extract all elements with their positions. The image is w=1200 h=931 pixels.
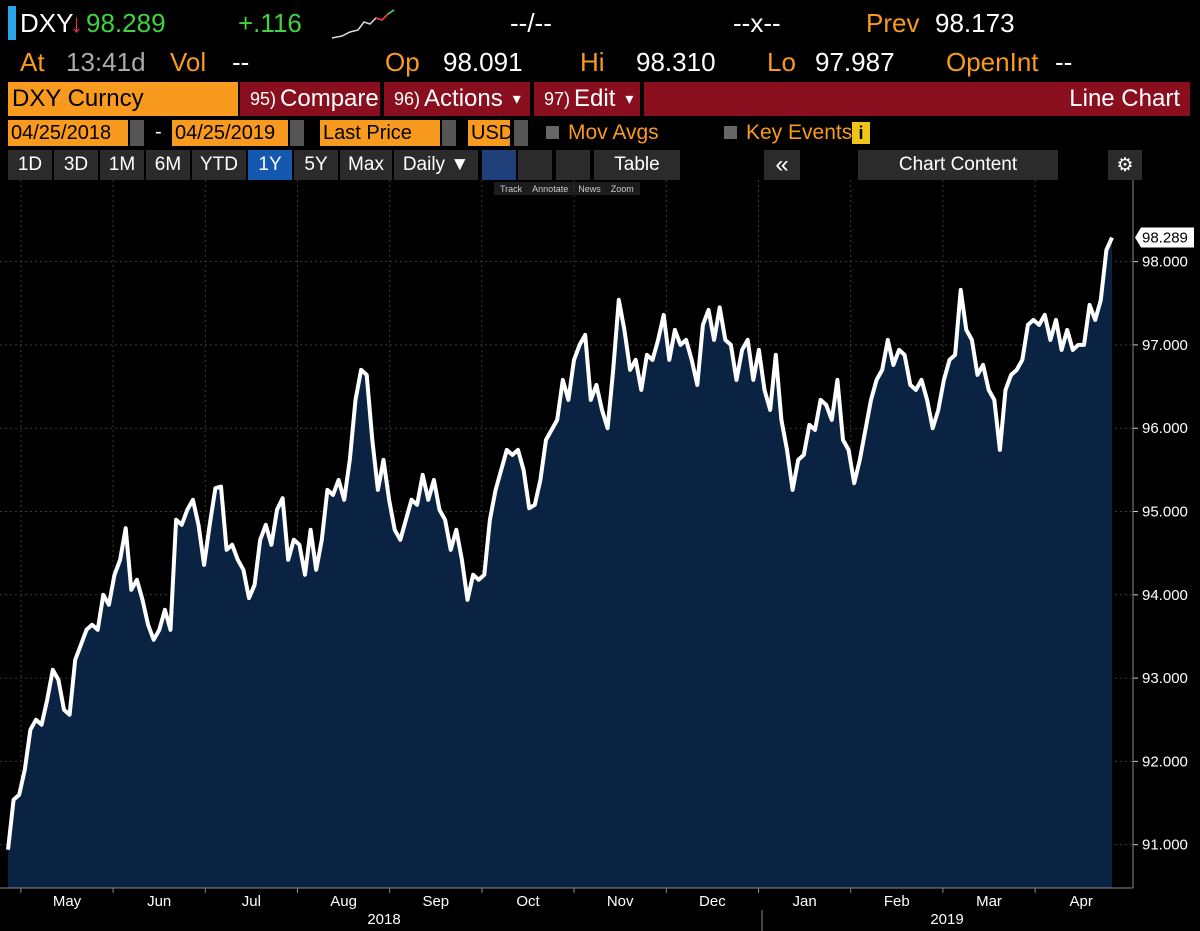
y-tick-label: 96.000 [1142, 420, 1188, 437]
menu-item[interactable]: 95) Compare [240, 82, 380, 116]
table-button[interactable]: Table [594, 150, 680, 180]
tool[interactable]: Annotate [532, 183, 569, 194]
range-button[interactable]: 5Y [294, 150, 338, 180]
dropdown-arrow: ▾ [512, 91, 521, 108]
line-icon[interactable] [482, 150, 516, 180]
x-tick-label: Jan [793, 893, 817, 910]
menu-item[interactable]: 97) Edit ▾ [534, 82, 640, 116]
x-tick-label: Jun [147, 893, 171, 910]
open-label: Op [385, 47, 420, 77]
vol: -- [232, 47, 250, 77]
field-select[interactable]: Last Price [320, 120, 440, 146]
axis-panel [1133, 180, 1200, 888]
high-label: Hi [580, 47, 605, 77]
chart-content[interactable]: Chart Content [858, 150, 1058, 180]
x-tick-label: Oct [516, 893, 540, 910]
tool-strip: Track Annotate News Zoom [494, 182, 640, 195]
x-tick-label: Apr [1070, 893, 1093, 910]
dropdown-arrow: ▾ [625, 91, 634, 108]
change: +.116 [238, 8, 302, 38]
more-dropdown[interactable] [556, 150, 590, 180]
time-range: --/-- [510, 8, 552, 38]
y-tick-label: 95.000 [1142, 503, 1188, 520]
year-label: 2018 [367, 911, 400, 928]
bar-icon[interactable] [518, 150, 552, 180]
line [6, 236, 1114, 850]
oi-label: OpenInt [946, 47, 1039, 77]
range-button[interactable]: YTD [192, 150, 246, 180]
price: 98.289 [86, 8, 166, 38]
y-tick-label: 94.000 [1142, 587, 1188, 604]
y-tick-label: 98.000 [1142, 254, 1188, 271]
y-tick-label: 97.000 [1142, 337, 1188, 354]
calendar-icon[interactable] [290, 120, 304, 146]
time: 13:41d [66, 47, 146, 77]
low: 97.987 [815, 47, 895, 77]
sparkline-icon [331, 9, 395, 39]
vol-label: Vol [170, 47, 207, 77]
currency-select[interactable]: USD [468, 120, 513, 146]
at-label: At [20, 47, 45, 77]
tool[interactable]: News [578, 183, 601, 194]
low-label: Lo [767, 47, 796, 77]
high: 98.310 [636, 47, 716, 77]
y-tick-label: 91.000 [1142, 837, 1188, 854]
collapse-button[interactable]: « [764, 150, 800, 180]
chart: 91.000 92.000 93.000 94.000 95.000 96.000 97.0… [0, 180, 1200, 931]
x-tick-label: Sep [422, 893, 449, 910]
range-button[interactable]: 3D [54, 150, 98, 180]
security-field[interactable]: DXY Curncy [8, 82, 238, 116]
dropdown-arrow[interactable] [514, 120, 528, 146]
checkbox[interactable] [546, 126, 559, 139]
x-tick-label: Nov [607, 893, 634, 910]
menu-num: 96) [394, 88, 421, 109]
last-value-label: 98.289 [1142, 230, 1188, 247]
date-dash: - [155, 121, 162, 143]
prev: 98.173 [935, 8, 1015, 38]
ticker-marker [8, 6, 16, 40]
bid-ask: --x-- [733, 8, 781, 38]
y-tick-label: 92.000 [1142, 753, 1188, 770]
range-button[interactable]: 1D [8, 150, 52, 180]
down-arrow: ↓ [70, 8, 83, 38]
tool[interactable]: Track [500, 183, 523, 194]
range-button[interactable]: Max [340, 150, 392, 180]
calendar-icon[interactable] [130, 120, 144, 146]
info-icon[interactable]: i [852, 122, 870, 144]
range-button[interactable]: 1Y [248, 150, 292, 180]
x-tick-label: Aug [330, 893, 357, 910]
y-tick-label: 93.000 [1142, 670, 1188, 687]
menu-item[interactable]: 96) Actions ▾ [384, 82, 530, 116]
menu-label: Compare [280, 85, 379, 112]
ticker: DXY [20, 8, 74, 38]
checkbox[interactable] [724, 126, 737, 139]
end-date[interactable]: 04/25/2019 [172, 120, 288, 146]
x-tick-label: Mar [976, 893, 1002, 910]
last-value-tag [1135, 227, 1194, 248]
settings-gear[interactable]: ⚙ [1108, 150, 1142, 180]
menu-num: 97) [544, 88, 571, 109]
x-tick-label: Dec [699, 893, 726, 910]
year-label: 2019 [930, 911, 963, 928]
start-date[interactable]: 04/25/2018 [8, 120, 128, 146]
range-button[interactable]: 1M [100, 150, 144, 180]
x-tick-label: May [53, 893, 82, 910]
x-tick-label: Jul [242, 893, 261, 910]
oi: -- [1055, 47, 1073, 77]
view-name: Line Chart [644, 82, 1190, 116]
mov-avgs[interactable]: Mov Avgs [568, 121, 659, 144]
menu-num: 95) [250, 88, 277, 109]
key-events[interactable]: Key Events [746, 121, 853, 144]
period-select[interactable]: Daily ▼ [394, 150, 478, 180]
prev-label: Prev [866, 8, 920, 38]
x-tick-label: Feb [884, 893, 910, 910]
range-button[interactable]: 6M [146, 150, 190, 180]
dropdown-arrow[interactable] [442, 120, 456, 146]
menu-label: Edit [574, 85, 616, 112]
menu-label: Actions [424, 85, 503, 112]
tool[interactable]: Zoom [610, 183, 634, 194]
open: 98.091 [443, 47, 523, 77]
